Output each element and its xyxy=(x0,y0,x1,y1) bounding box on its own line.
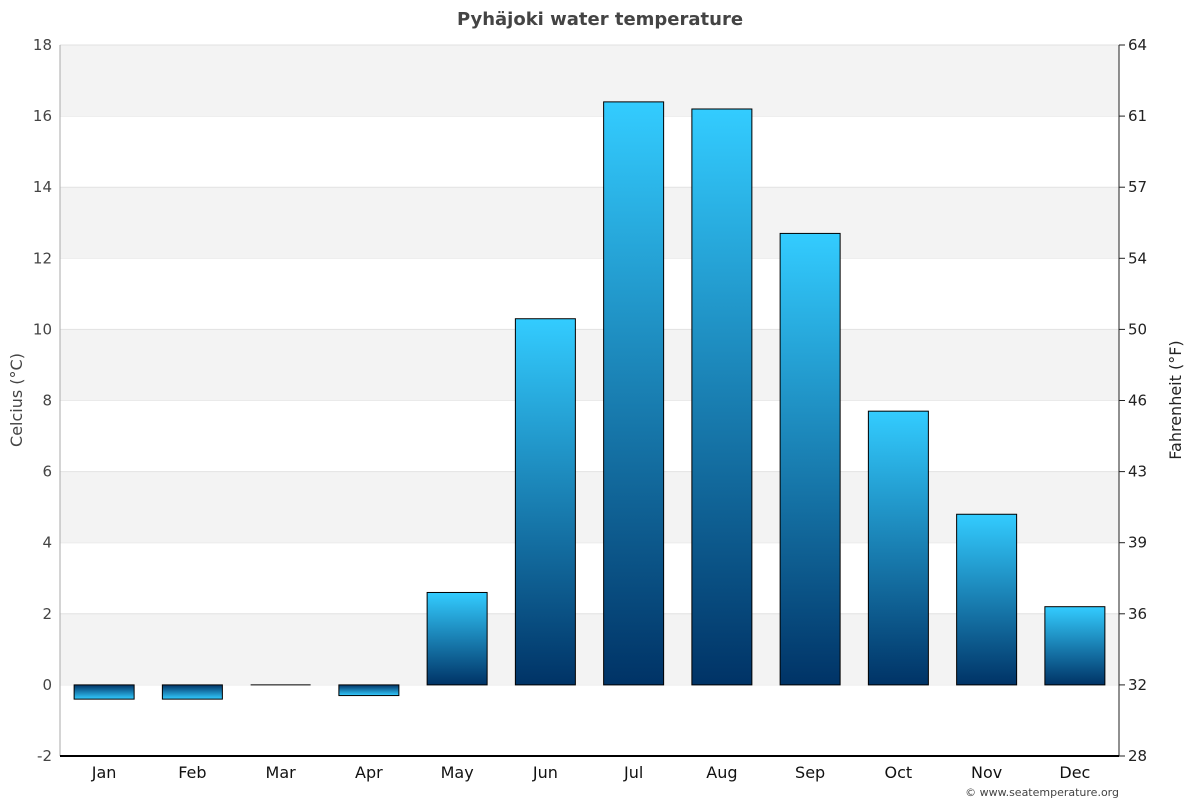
y2-tick-label: 57 xyxy=(1128,178,1147,196)
x-tick-label: Aug xyxy=(706,763,737,782)
chart-title: Pyhäjoki water temperature xyxy=(457,9,743,30)
bar-nov xyxy=(956,513,1018,686)
bar-oct xyxy=(867,410,929,686)
y-tick-label: -2 xyxy=(37,747,52,765)
bar-aug xyxy=(691,108,753,686)
y2-tick-label: 61 xyxy=(1128,107,1147,125)
x-tick-label: Oct xyxy=(885,763,913,782)
bar-sep xyxy=(779,232,841,686)
x-tick-label: Jun xyxy=(532,763,558,782)
y-tick-label: 8 xyxy=(42,392,52,410)
x-tick-label: Apr xyxy=(355,763,383,782)
y-axis-label: Celcius (°C) xyxy=(7,353,26,447)
y-tick-label: 16 xyxy=(33,107,52,125)
x-tick-label: Dec xyxy=(1059,763,1090,782)
y2-tick-label: 50 xyxy=(1128,320,1147,338)
y-tick-label: 0 xyxy=(42,676,52,694)
bar-jan xyxy=(73,684,135,700)
y2-tick-label: 39 xyxy=(1128,534,1147,552)
bar-apr xyxy=(338,684,400,697)
y2-tick-label: 54 xyxy=(1128,249,1147,267)
y-tick-label: 4 xyxy=(42,534,52,552)
x-tick-label: Sep xyxy=(795,763,825,782)
bar-may xyxy=(426,591,488,686)
x-tick-label: Jan xyxy=(91,763,117,782)
y-tick-label: 6 xyxy=(42,463,52,481)
bar-feb xyxy=(161,684,223,700)
x-tick-label: May xyxy=(441,763,474,782)
y2-tick-label: 43 xyxy=(1128,463,1147,481)
y-tick-label: 10 xyxy=(33,320,52,338)
grid-band xyxy=(60,45,1119,117)
grid-band xyxy=(60,613,1119,685)
y2-tick-label: 64 xyxy=(1128,36,1147,54)
bar-jul xyxy=(603,101,665,686)
y2-tick-label: 28 xyxy=(1128,747,1147,765)
grid-band xyxy=(60,329,1119,401)
x-tick-label: Mar xyxy=(266,763,297,782)
grid-band xyxy=(60,187,1119,259)
y-tick-label: 2 xyxy=(42,605,52,623)
y-tick-label: 14 xyxy=(33,178,52,196)
x-tick-label: Nov xyxy=(971,763,1002,782)
bar-dec xyxy=(1044,606,1106,686)
x-tick-label: Feb xyxy=(178,763,206,782)
y-tick-label: 12 xyxy=(33,249,52,267)
y2-axis-label: Fahrenheit (°F) xyxy=(1166,340,1185,459)
y2-tick-label: 46 xyxy=(1128,392,1147,410)
y2-tick-label: 32 xyxy=(1128,676,1147,694)
y-tick-label: 18 xyxy=(33,36,52,54)
grid-band xyxy=(60,471,1119,543)
credit-text: © www.seatemperature.org xyxy=(965,786,1119,799)
x-tick-label: Jul xyxy=(623,763,643,782)
bar-jun xyxy=(514,318,576,686)
y2-tick-label: 36 xyxy=(1128,605,1147,623)
